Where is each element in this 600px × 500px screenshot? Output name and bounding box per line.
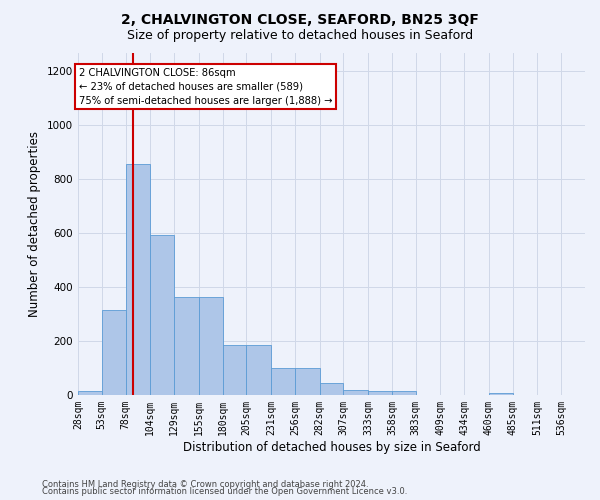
Bar: [199, 296, 223, 395]
Bar: [125, 164, 150, 395]
Bar: [368, 391, 392, 395]
Bar: [150, 234, 174, 395]
Bar: [102, 310, 125, 395]
Text: 2 CHALVINGTON CLOSE: 86sqm
← 23% of detached houses are smaller (589)
75% of sem: 2 CHALVINGTON CLOSE: 86sqm ← 23% of deta…: [79, 68, 332, 106]
Bar: [343, 390, 368, 395]
Text: Size of property relative to detached houses in Seaford: Size of property relative to detached ho…: [127, 29, 473, 42]
Bar: [247, 345, 271, 395]
Bar: [174, 296, 199, 395]
Bar: [271, 368, 295, 395]
Text: 2, CHALVINGTON CLOSE, SEAFORD, BN25 3QF: 2, CHALVINGTON CLOSE, SEAFORD, BN25 3QF: [121, 12, 479, 26]
Bar: [320, 383, 343, 395]
Text: Contains public sector information licensed under the Open Government Licence v3: Contains public sector information licen…: [42, 488, 407, 496]
Text: Contains HM Land Registry data © Crown copyright and database right 2024.: Contains HM Land Registry data © Crown c…: [42, 480, 368, 489]
Bar: [295, 368, 320, 395]
X-axis label: Distribution of detached houses by size in Seaford: Distribution of detached houses by size …: [182, 440, 481, 454]
Bar: [78, 391, 102, 395]
Bar: [392, 391, 416, 395]
Bar: [489, 393, 513, 395]
Y-axis label: Number of detached properties: Number of detached properties: [28, 130, 41, 317]
Bar: [223, 345, 247, 395]
